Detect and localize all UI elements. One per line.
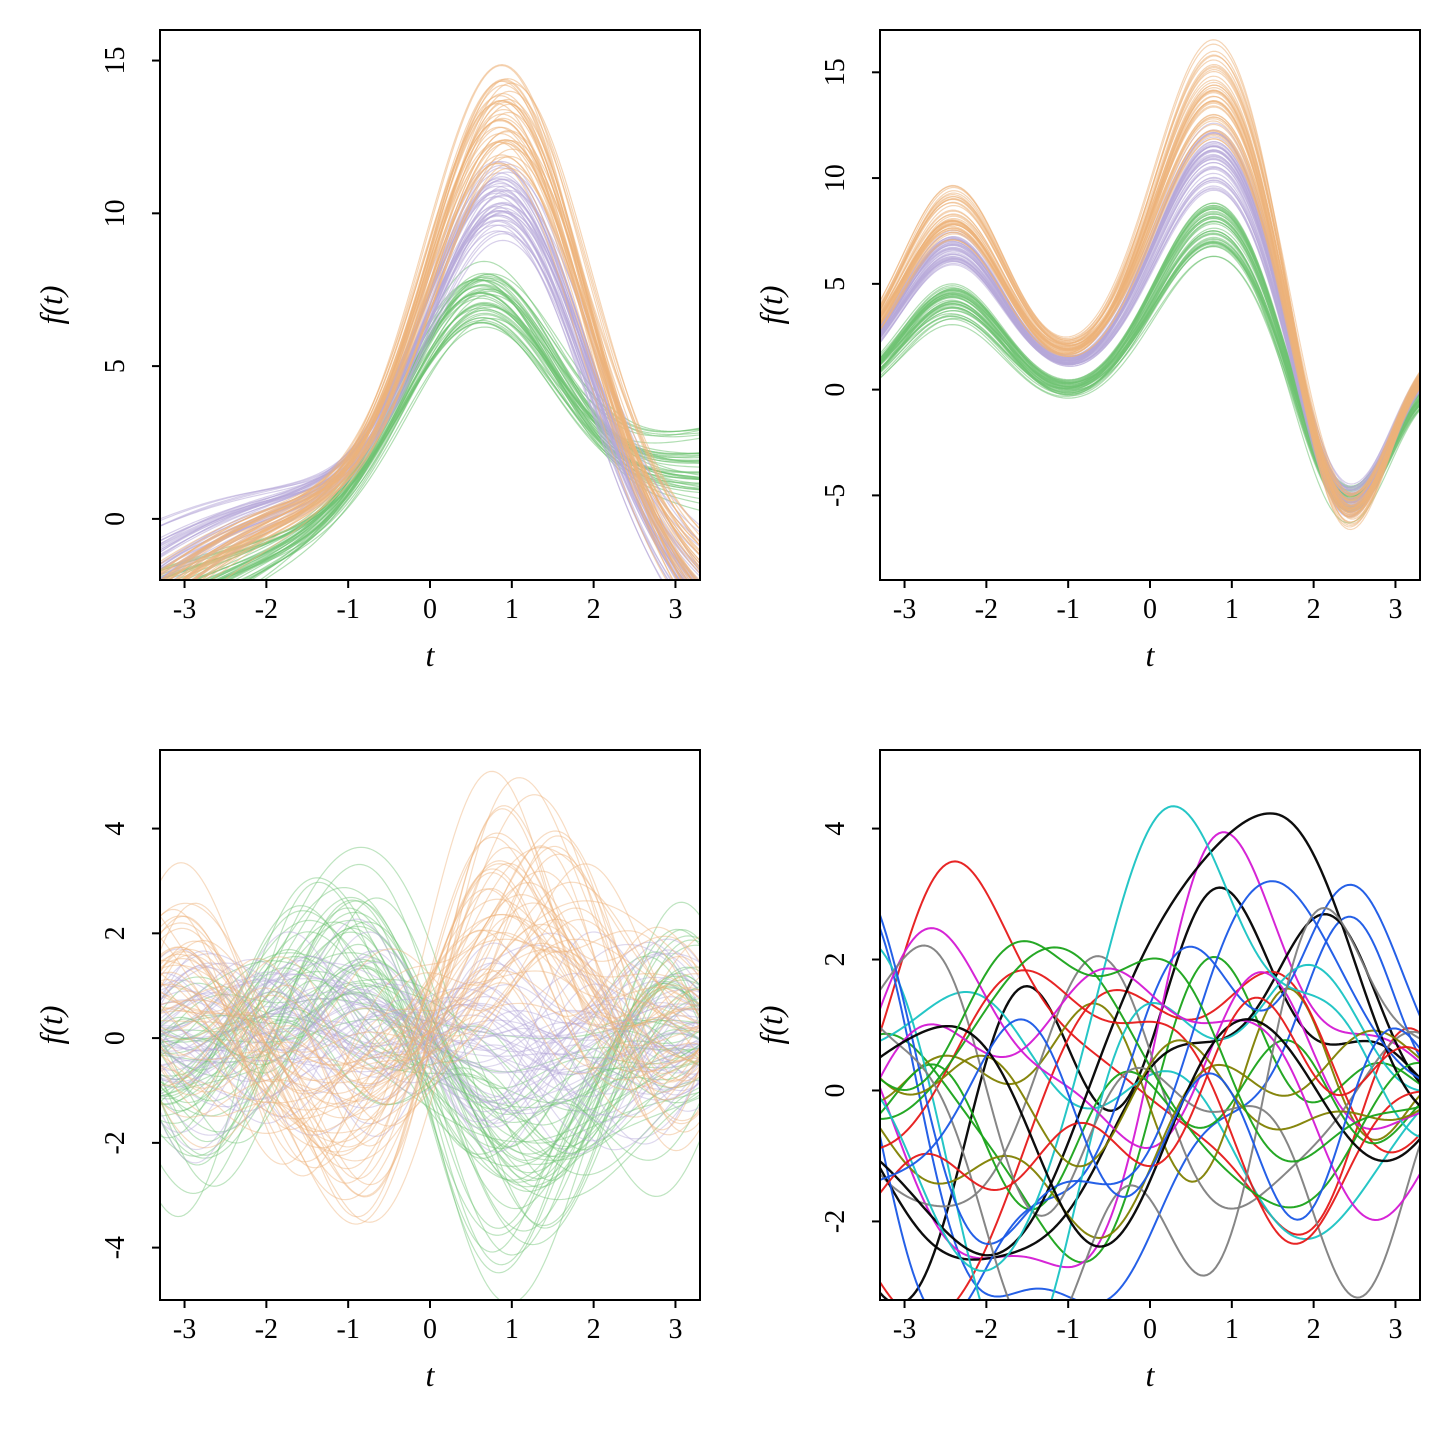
xtick-label: 1	[1225, 1314, 1239, 1345]
xtick-label: 3	[1388, 1314, 1402, 1345]
xtick-label: 2	[1307, 1314, 1321, 1345]
xtick-label: 1	[505, 594, 519, 625]
curve	[880, 243, 1420, 491]
curve	[160, 168, 700, 587]
xtick-label: 3	[668, 594, 682, 625]
curve	[880, 242, 1420, 509]
ytick-label: -4	[100, 1236, 131, 1259]
xtick-label: 0	[423, 594, 437, 625]
xtick-label: 2	[1307, 594, 1321, 625]
ytick-label: 4	[100, 822, 131, 836]
curve	[880, 244, 1420, 509]
panel_bl-wrapper: -3 -2 -1 0 1 2 3 -4 -2 0 2 4 t f(t)	[0, 720, 720, 1440]
xtick-label: -1	[1057, 1314, 1080, 1345]
curve	[880, 40, 1420, 518]
curves	[160, 65, 700, 652]
xtick-label: -2	[255, 594, 278, 625]
panel_tl-wrapper: -3 -2 -1 0 1 2 3 0 5 10 15 t f(t)	[0, 0, 720, 720]
panel_br: -3 -2 -1 0 1 2 3 -2 0 2 4 t f(t)	[720, 720, 1440, 1440]
xtick-label: -3	[893, 594, 916, 625]
curve	[880, 239, 1420, 494]
xtick-label: 0	[423, 1314, 437, 1345]
ytick-label: 10	[100, 199, 131, 227]
ytick-label: 2	[100, 926, 131, 940]
ylabel: f(t)	[33, 1005, 69, 1044]
xtick-label: -3	[173, 594, 196, 625]
ytick-label: 10	[820, 164, 851, 192]
xtick-label: 3	[1388, 594, 1402, 625]
xtick-label: 0	[1143, 594, 1157, 625]
curve	[880, 241, 1420, 492]
panel_bl: -3 -2 -1 0 1 2 3 -4 -2 0 2 4 t f(t)	[0, 720, 720, 1440]
curve	[880, 186, 1420, 499]
xtick-label: 2	[587, 1314, 601, 1345]
panel_tl: -3 -2 -1 0 1 2 3 0 5 10 15 t f(t)	[0, 0, 720, 720]
figure-container: -3-2-10123051015tf(t)-3-2-10123-5051015t…	[0, 0, 1440, 1440]
xtick-label: -3	[893, 1314, 916, 1345]
ytick-label: -5	[820, 484, 851, 507]
curve	[880, 60, 1420, 508]
curves	[160, 771, 700, 1303]
ytick-label: 5	[100, 359, 131, 373]
xtick-label: -2	[975, 594, 998, 625]
xtick-label: -3	[173, 1314, 196, 1345]
curve	[880, 245, 1420, 498]
xtick-label: 1	[1225, 594, 1239, 625]
xtick-label: -1	[337, 594, 360, 625]
xtick-label: 1	[505, 1314, 519, 1345]
curve	[880, 44, 1420, 511]
xtick-label: -2	[255, 1314, 278, 1345]
xtick-label: -2	[975, 1314, 998, 1345]
ylabel: f(t)	[33, 285, 69, 324]
curves	[880, 40, 1420, 530]
xtick-label: 3	[668, 1314, 682, 1345]
ytick-label: 0	[100, 512, 131, 526]
xlabel: t	[426, 637, 436, 673]
ytick-label: -2	[100, 1131, 131, 1154]
ytick-label: 0	[100, 1031, 131, 1045]
ylabel: f(t)	[753, 1005, 789, 1044]
curve	[880, 66, 1420, 507]
curve	[880, 806, 1420, 1271]
curve	[880, 239, 1420, 497]
curves	[880, 806, 1420, 1366]
panel_tr-wrapper: -3 -2 -1 0 1 2 3 -5 0 5 10 15 t f(t)	[720, 0, 1440, 720]
xtick-label: 2	[587, 594, 601, 625]
ytick-label: 15	[100, 47, 131, 75]
ytick-label: 0	[820, 383, 851, 397]
curve	[880, 998, 1420, 1193]
xlabel: t	[1146, 637, 1156, 673]
ytick-label: 15	[820, 58, 851, 86]
curve	[880, 68, 1420, 497]
panel_br-wrapper: -3 -2 -1 0 1 2 3 -2 0 2 4 t f(t)	[720, 720, 1440, 1440]
curve	[880, 242, 1420, 495]
ytick-label: 2	[820, 953, 851, 967]
ytick-label: -2	[820, 1210, 851, 1233]
xtick-label: 0	[1143, 1314, 1157, 1345]
ytick-label: 0	[820, 1083, 851, 1097]
curve	[880, 243, 1420, 487]
xlabel: t	[426, 1357, 436, 1393]
curve	[160, 164, 700, 631]
ylabel: f(t)	[753, 285, 789, 324]
curve	[880, 246, 1420, 495]
panel_tr: -3 -2 -1 0 1 2 3 -5 0 5 10 15 t f(t)	[720, 0, 1440, 720]
ytick-label: 5	[820, 277, 851, 291]
ytick-label: 4	[820, 822, 851, 836]
xtick-label: -1	[337, 1314, 360, 1345]
xlabel: t	[1146, 1357, 1156, 1393]
xtick-label: -1	[1057, 594, 1080, 625]
curve	[880, 237, 1420, 506]
